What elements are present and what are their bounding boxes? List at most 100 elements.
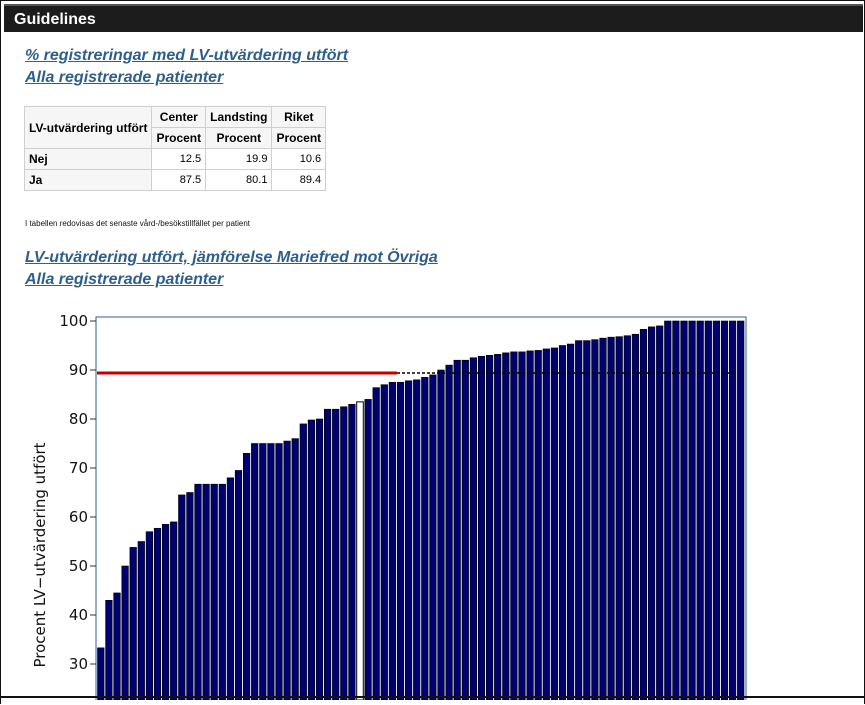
bar	[299, 423, 307, 700]
bar	[485, 354, 494, 700]
bar	[737, 320, 745, 700]
bar	[583, 340, 591, 700]
bar	[534, 350, 542, 700]
subheader-center: Procent	[151, 127, 207, 149]
bar	[413, 379, 421, 700]
bar	[647, 326, 656, 700]
bar	[453, 359, 461, 700]
link-lv-registrations[interactable]: % registreringar med LV-utvärdering utfö…	[25, 47, 349, 64]
bar	[575, 340, 583, 700]
bar	[623, 335, 631, 700]
bar	[445, 364, 453, 700]
table-note: I tabellen redovisas det senaste vård-/b…	[25, 219, 251, 228]
bar	[137, 541, 145, 700]
row-label: Nej	[23, 148, 153, 170]
bar	[518, 351, 526, 700]
bar	[494, 354, 502, 700]
bar-highlighted	[356, 401, 364, 700]
column-header-riket: Riket	[271, 106, 327, 128]
bar	[615, 336, 623, 700]
bar	[267, 443, 275, 700]
bar	[259, 443, 267, 700]
bar	[502, 352, 510, 700]
bar	[340, 406, 348, 700]
cell-value: 80.1	[205, 169, 273, 191]
bar	[202, 483, 210, 700]
bar	[178, 494, 186, 700]
bar	[566, 343, 575, 700]
cell-value: 12.5	[151, 148, 207, 170]
bar	[315, 418, 324, 700]
bar	[218, 483, 226, 700]
bar	[121, 565, 129, 700]
link-all-patients-2[interactable]: Alla registrerade patienter	[25, 271, 224, 288]
bar	[170, 521, 178, 700]
bar	[105, 599, 113, 700]
bar	[550, 347, 558, 700]
bar-chart: 30 40 50 60 70 80 90 100 Procent LV−utvärdering…	[31, 312, 747, 700]
bar	[696, 320, 704, 700]
column-header-center: Center	[151, 106, 207, 128]
bar	[728, 320, 737, 700]
bars-group	[97, 320, 745, 700]
bar	[404, 380, 413, 700]
bar	[421, 377, 429, 700]
subheader-landsting: Procent	[205, 127, 273, 149]
bar	[291, 438, 299, 700]
bar	[380, 384, 388, 700]
bar	[639, 329, 648, 700]
bar	[194, 483, 202, 700]
bar	[429, 374, 437, 700]
bar	[591, 339, 599, 700]
y-tick-label: 90	[69, 361, 88, 379]
bar	[680, 320, 688, 700]
bar	[307, 419, 316, 700]
cell-value: 89.4	[271, 169, 327, 191]
bar	[283, 440, 291, 700]
bar	[145, 531, 154, 700]
y-tick-label: 100	[59, 312, 88, 330]
bar	[153, 527, 162, 700]
bar	[672, 320, 680, 700]
bar	[275, 443, 283, 700]
bar	[712, 320, 720, 700]
header-title: Guidelines	[14, 11, 96, 28]
bar	[542, 348, 550, 700]
bar	[129, 547, 137, 700]
bar	[526, 350, 534, 700]
bar	[396, 381, 405, 700]
bar	[704, 320, 712, 700]
y-tick-label: 60	[69, 508, 88, 526]
bar	[688, 320, 696, 700]
bar	[243, 453, 251, 700]
bar	[210, 483, 218, 700]
row-label: Ja	[23, 169, 153, 191]
bar	[251, 443, 259, 700]
y-tick-label: 40	[69, 606, 88, 624]
bar	[348, 404, 356, 700]
bar	[607, 336, 615, 700]
plot-frame	[95, 316, 747, 700]
bar	[113, 592, 121, 700]
subheader-riket: Procent	[271, 127, 327, 149]
bar	[656, 325, 664, 700]
bar	[372, 387, 380, 700]
link-lv-comparison[interactable]: LV-utvärdering utfört, jämförelse Marief…	[25, 249, 438, 266]
bar	[364, 399, 372, 700]
bar	[558, 345, 567, 700]
column-header-landsting: Landsting	[205, 106, 273, 128]
link-all-patients-1[interactable]: Alla registrerade patienter	[25, 69, 224, 86]
bar	[323, 408, 332, 700]
bar	[510, 351, 518, 700]
y-tick-label: 70	[69, 459, 88, 477]
bar	[664, 320, 672, 700]
y-tick-label: 80	[69, 410, 88, 428]
bar	[469, 357, 478, 700]
guidelines-header: Guidelines	[4, 4, 863, 32]
table-row: Nej 12.5 19.9 10.6	[23, 148, 327, 170]
bar	[97, 647, 105, 700]
row-header-label: LV-utvärdering utfört	[23, 106, 153, 149]
bar	[234, 470, 243, 700]
bar	[461, 359, 469, 700]
bar	[720, 320, 729, 700]
